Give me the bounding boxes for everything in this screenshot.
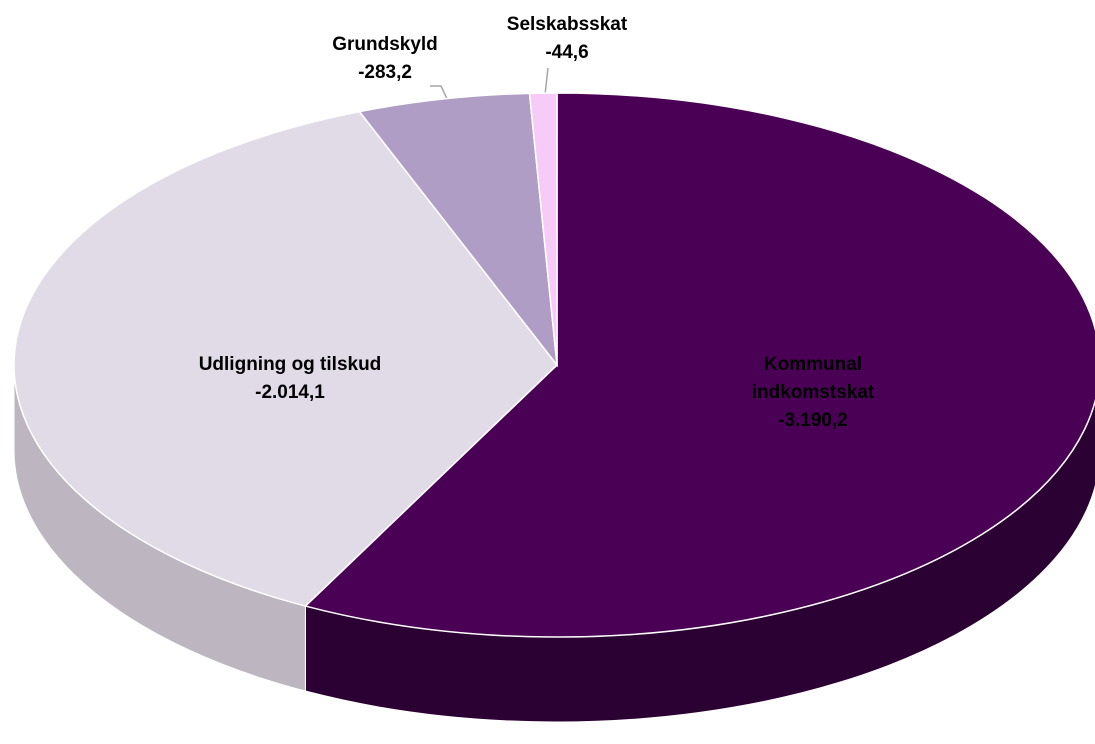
data-label: Kommunal indkomstskat -3.190,2 xyxy=(738,351,888,435)
slice-value: -283,2 xyxy=(358,62,412,83)
slice-name: Selskabsskat xyxy=(506,14,628,35)
slice xyxy=(528,92,558,366)
slice-name: Udligning og tilskud xyxy=(198,354,382,375)
slice xyxy=(303,92,1095,638)
slice-name: Kommunal indkomstskat xyxy=(751,354,875,403)
slice xyxy=(13,110,559,607)
data-label: Selskabsskat -44,6 xyxy=(487,11,647,67)
slice-name: Grundskyld xyxy=(332,34,438,55)
leader-line xyxy=(430,85,449,102)
slice xyxy=(358,92,559,368)
leader-line xyxy=(544,67,549,96)
slice-value: -2.014,1 xyxy=(255,382,325,403)
slice-value: -44,6 xyxy=(545,42,589,63)
data-label: Grundskyld -283,2 xyxy=(305,31,465,87)
data-label: Udligning og tilskud -2.014,1 xyxy=(160,351,420,407)
slice-value: -3.190,2 xyxy=(778,410,848,431)
